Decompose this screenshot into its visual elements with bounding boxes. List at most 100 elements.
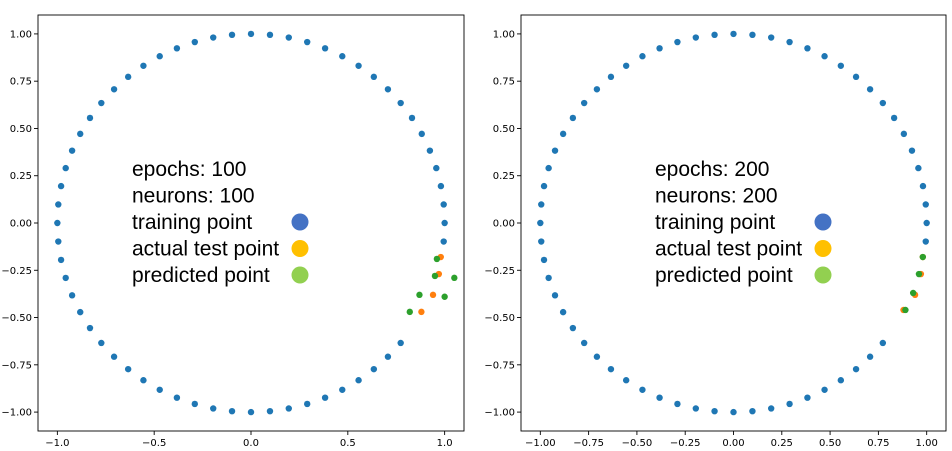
training-point bbox=[426, 147, 434, 154]
x-tick-label: −1.0 bbox=[45, 438, 69, 449]
training-point bbox=[285, 34, 292, 41]
x-tick-label: 0.50 bbox=[819, 438, 841, 449]
training-point bbox=[639, 53, 646, 60]
training-point bbox=[98, 339, 105, 347]
y-tick-label: 0.50 bbox=[493, 124, 515, 135]
training-point bbox=[397, 339, 404, 347]
training-point bbox=[749, 31, 756, 39]
training-point bbox=[559, 130, 567, 138]
training-point bbox=[304, 400, 311, 408]
predicted-point bbox=[919, 253, 927, 261]
x-tick-label: 0.75 bbox=[867, 438, 889, 449]
legend-entry-label: actual test point bbox=[655, 238, 802, 261]
training-point bbox=[821, 53, 828, 60]
training-point bbox=[57, 256, 65, 264]
actual-test-point bbox=[429, 291, 437, 299]
training-point bbox=[804, 45, 811, 52]
training-point bbox=[228, 407, 236, 415]
training-point bbox=[355, 377, 362, 384]
x-tick-label: −0.5 bbox=[142, 438, 166, 449]
training-point bbox=[852, 73, 860, 81]
training-point bbox=[569, 114, 577, 122]
x-tick-label: −0.75 bbox=[573, 438, 604, 449]
chart-1: −1.0 −0.5 0.0 0.5 1.0 1.00 0.75 0.50 0.25 0.00 −0.… bbox=[1, 14, 465, 449]
x-tick-label: 0.25 bbox=[771, 438, 793, 449]
x-tick-label: −0.25 bbox=[670, 438, 701, 449]
training-point bbox=[304, 38, 311, 46]
training-point bbox=[540, 256, 548, 264]
training-point bbox=[441, 219, 448, 227]
epochs-label: epochs: 100 bbox=[132, 158, 246, 181]
training-point bbox=[607, 73, 615, 81]
training-point bbox=[77, 130, 84, 138]
training-point bbox=[408, 114, 416, 122]
training-point bbox=[247, 408, 255, 416]
training-point bbox=[551, 147, 559, 154]
training-point bbox=[173, 45, 181, 52]
training-point bbox=[622, 377, 630, 384]
training-point bbox=[156, 386, 163, 393]
training-point bbox=[540, 182, 548, 190]
legend-entry-label: training point bbox=[132, 211, 252, 234]
training-point bbox=[879, 339, 887, 347]
training-point bbox=[866, 353, 874, 360]
training-point bbox=[440, 238, 447, 245]
training-point bbox=[57, 182, 65, 190]
training-point bbox=[321, 45, 329, 52]
training-point bbox=[852, 365, 860, 373]
y-tick-label: 0.25 bbox=[493, 171, 515, 182]
x-tick-label: −1.00 bbox=[525, 438, 556, 449]
training-point bbox=[86, 324, 94, 332]
training-point bbox=[124, 365, 132, 373]
training-point bbox=[68, 292, 76, 299]
y-tick-label: 0.00 bbox=[10, 219, 32, 230]
training-point bbox=[837, 377, 845, 384]
training-point bbox=[537, 219, 544, 227]
predicted-point bbox=[902, 306, 909, 314]
y-tick-label: 0.75 bbox=[493, 77, 515, 88]
predicted-point bbox=[431, 272, 439, 280]
training-point bbox=[837, 62, 845, 69]
x-tick-label: −0.50 bbox=[622, 438, 653, 449]
x-tick-label: 0.00 bbox=[722, 438, 744, 449]
training-point bbox=[711, 31, 718, 39]
training-point bbox=[545, 274, 552, 282]
training-point bbox=[77, 308, 84, 316]
training-point bbox=[285, 405, 292, 412]
training-point bbox=[54, 219, 61, 227]
legend-marker bbox=[291, 266, 309, 284]
y-tick-label: −0.50 bbox=[484, 313, 515, 324]
training-point bbox=[124, 73, 132, 81]
predicted-point bbox=[433, 255, 441, 263]
y-tick-label: −0.50 bbox=[1, 313, 32, 324]
training-point bbox=[821, 386, 828, 393]
training-point bbox=[140, 62, 147, 69]
training-point bbox=[908, 147, 916, 154]
epochs-label: epochs: 200 bbox=[655, 158, 769, 181]
training-point bbox=[433, 164, 440, 172]
y-tick-label: 0.75 bbox=[10, 77, 32, 88]
neurons-label: neurons: 200 bbox=[655, 185, 778, 208]
training-point bbox=[247, 30, 255, 38]
training-point bbox=[384, 86, 392, 93]
training-point bbox=[923, 219, 930, 227]
training-point bbox=[140, 377, 147, 384]
predicted-point bbox=[451, 274, 458, 282]
training-point bbox=[191, 38, 198, 46]
legend-marker bbox=[814, 213, 832, 231]
training-point bbox=[692, 34, 700, 41]
training-point bbox=[692, 405, 700, 412]
training-point bbox=[384, 353, 392, 360]
training-point bbox=[607, 365, 615, 373]
training-point bbox=[440, 201, 447, 208]
training-point bbox=[538, 238, 545, 245]
y-tick-label: 0.25 bbox=[10, 171, 32, 182]
training-point bbox=[173, 394, 181, 401]
training-point bbox=[62, 274, 69, 282]
training-point bbox=[321, 394, 329, 401]
predicted-point bbox=[909, 289, 917, 297]
legend-marker bbox=[291, 240, 309, 257]
training-point bbox=[339, 53, 346, 60]
legend-entry-label: training point bbox=[655, 211, 775, 234]
training-point bbox=[156, 53, 163, 60]
